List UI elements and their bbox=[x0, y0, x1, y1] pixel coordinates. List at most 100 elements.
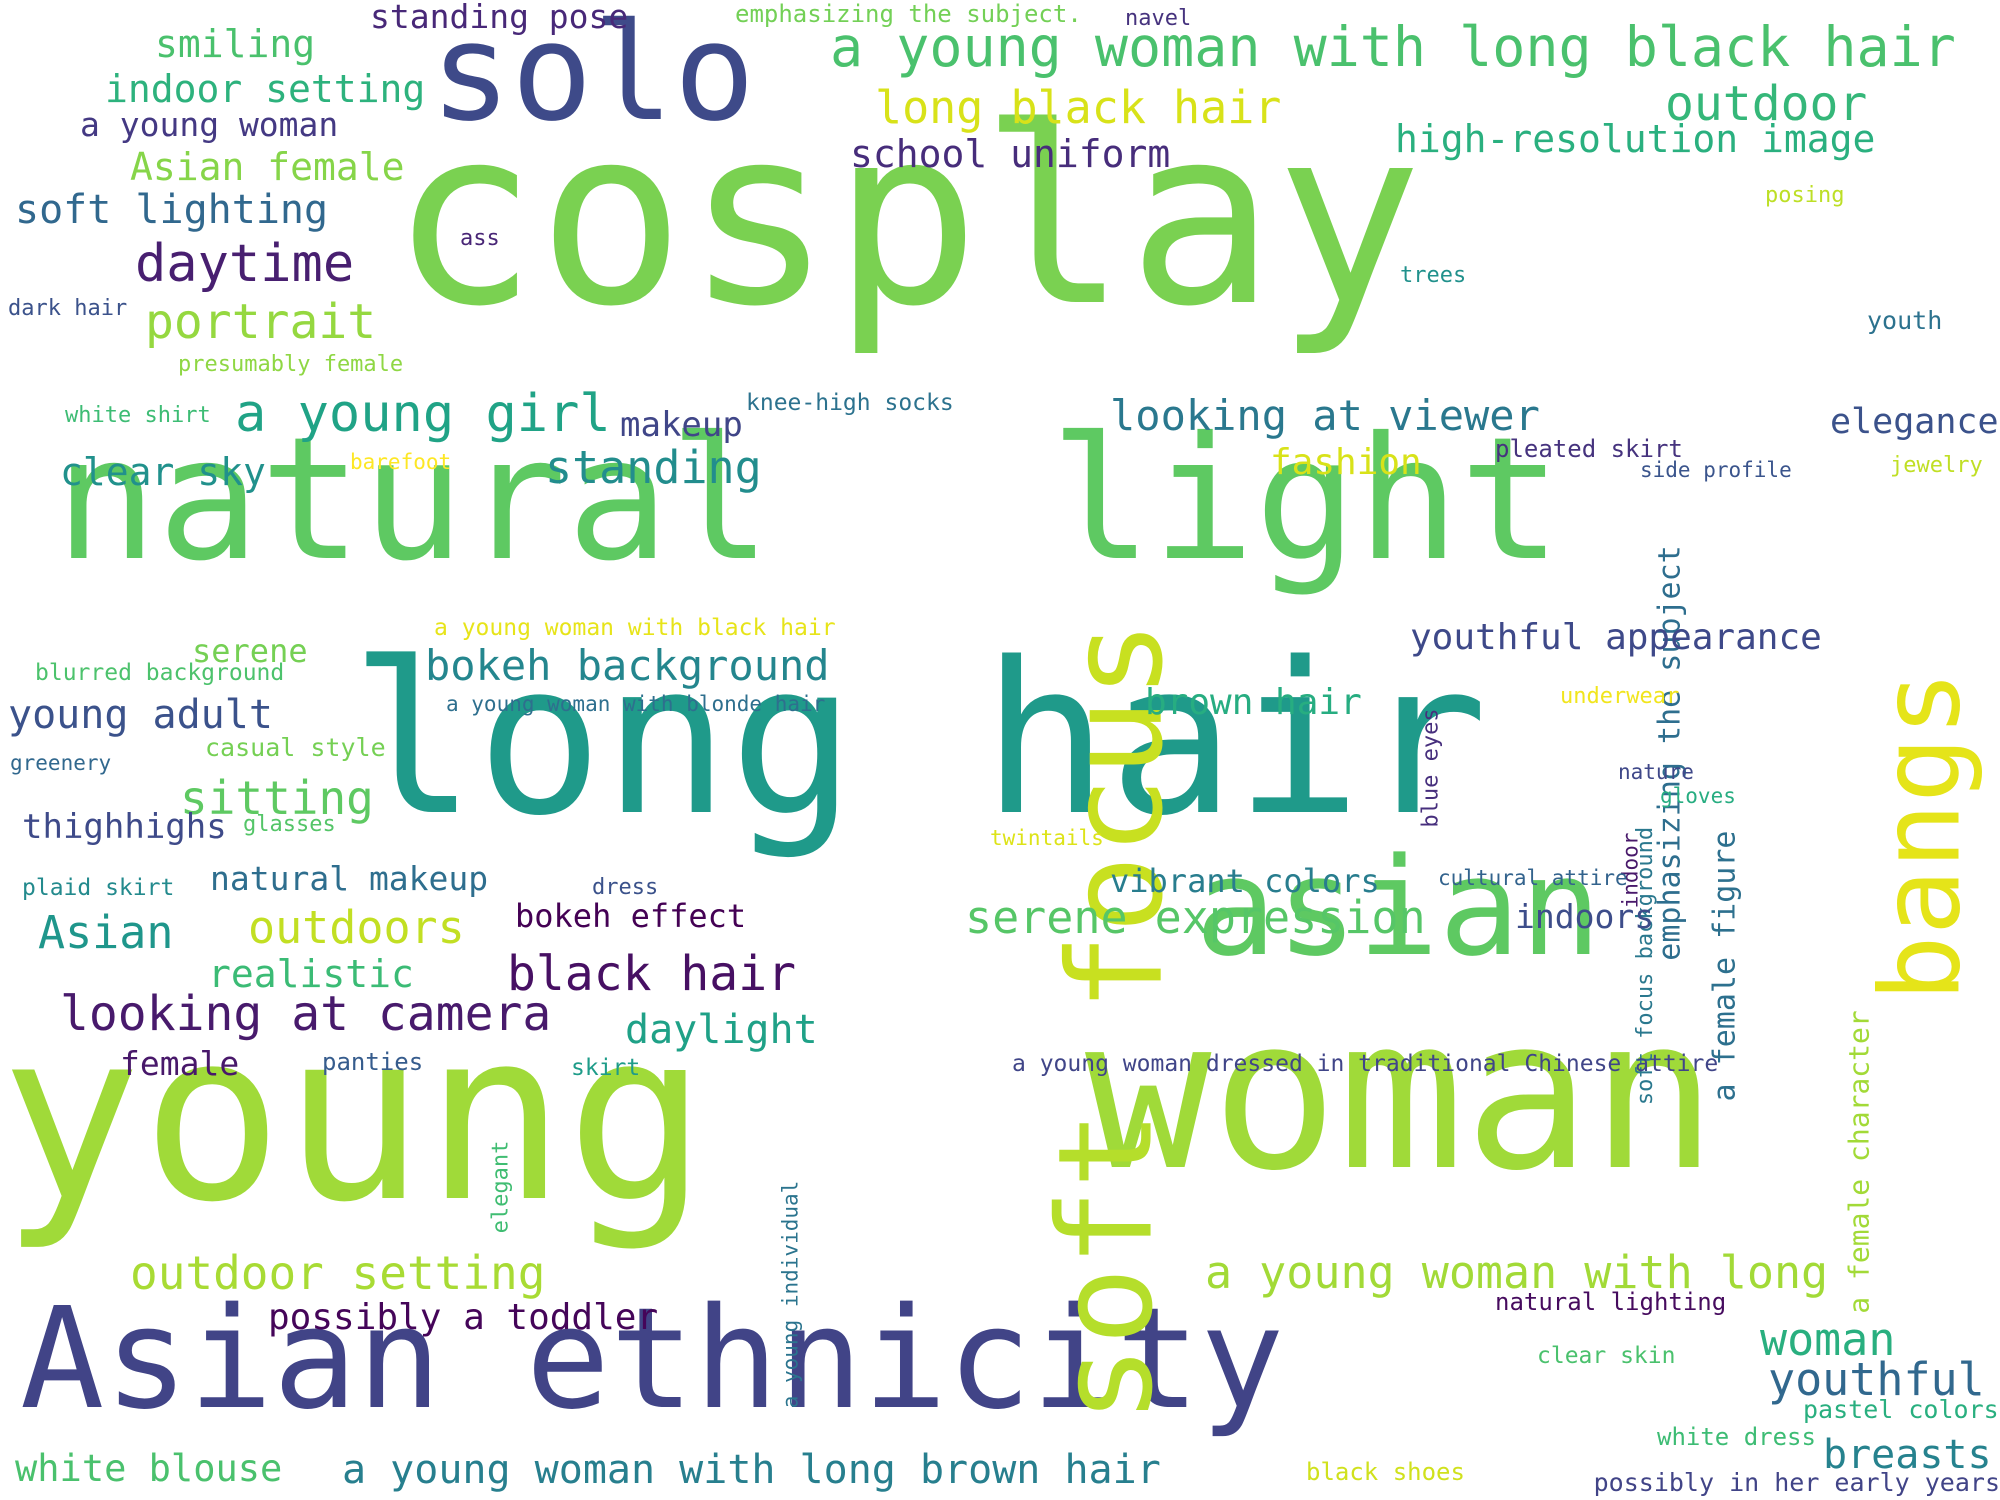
word-twintails: twintails bbox=[990, 826, 1104, 850]
word-indoor-setting: indoor setting bbox=[105, 67, 426, 111]
word-barefoot: barefoot bbox=[350, 450, 452, 474]
word-glasses: glasses bbox=[243, 812, 336, 837]
word-indoors: indoors bbox=[1515, 897, 1655, 936]
word-white-dress: white dress bbox=[1657, 1423, 1816, 1451]
word-emphasizing-the-subject: emphasizing the subject bbox=[1652, 544, 1688, 961]
word-panties: panties bbox=[322, 1048, 424, 1076]
word-outdoors: outdoors bbox=[248, 901, 465, 954]
word-high-res: high-resolution image bbox=[1395, 117, 1876, 161]
word-casual-style: casual style bbox=[205, 733, 386, 762]
word-pleated-skirt: pleated skirt bbox=[1495, 435, 1683, 463]
word-standing: standing bbox=[545, 441, 762, 494]
word-young-woman-with-long: a young woman with long bbox=[1205, 1246, 1829, 1299]
word-young-woman-long-black-hair: a young woman with long black hair bbox=[830, 15, 1956, 79]
word-bokeh-effect: bokeh effect bbox=[515, 897, 747, 935]
word-daylight: daylight bbox=[625, 1007, 818, 1053]
word-knee-high-socks: knee-high socks bbox=[746, 390, 954, 416]
word-long-black-hair: long black hair bbox=[875, 81, 1282, 134]
word-breasts: breasts bbox=[1823, 1432, 1992, 1478]
word-youthful: youthful bbox=[1768, 1353, 1985, 1406]
word-thighhighs: thighhighs bbox=[22, 807, 227, 847]
word-soft: soft bbox=[1029, 1109, 1182, 1424]
word-serene: serene bbox=[192, 632, 308, 670]
word-black-shoes: black shoes bbox=[1306, 1458, 1465, 1486]
word-traditional-chinese: a young woman dressed in traditional Chi… bbox=[1012, 1051, 1719, 1077]
word-portrait: portrait bbox=[145, 294, 377, 350]
word-a-young-girl: a young girl bbox=[235, 384, 611, 444]
word-asian-small: Asian bbox=[38, 906, 174, 959]
word-black-hair: black hair bbox=[507, 946, 796, 1002]
word-blue-eyes: blue eyes bbox=[1418, 707, 1444, 828]
word-jewelry: jewelry bbox=[1890, 453, 1983, 478]
word-natural-lighting: natural lighting bbox=[1495, 1288, 1727, 1316]
word-natural: natural bbox=[55, 401, 772, 599]
word-long-hair: long hair bbox=[350, 617, 1488, 862]
word-bangs: bangs bbox=[1856, 669, 1985, 1002]
word-young-woman-blonde-hair: a young woman with blonde hair bbox=[446, 692, 826, 716]
word-woman: woman bbox=[1085, 972, 1718, 1217]
word-school-uniform: school uniform bbox=[850, 132, 1171, 176]
word-trees: trees bbox=[1400, 263, 1467, 288]
word-daytime: daytime bbox=[135, 234, 355, 294]
word-white-blouse: white blouse bbox=[15, 1447, 283, 1490]
word-fashion: fashion bbox=[1270, 442, 1422, 483]
word-young-individual: a young individual bbox=[777, 1180, 802, 1408]
word-pastel-colors: pastel colors bbox=[1803, 1395, 1999, 1424]
word-clear-sky: clear sky bbox=[60, 450, 266, 494]
word-a-young-woman: a young woman bbox=[80, 105, 339, 144]
word-makeup: makeup bbox=[620, 405, 743, 445]
word-vibrant-colors: vibrant colors bbox=[1110, 862, 1380, 900]
word-white-shirt: white shirt bbox=[65, 403, 211, 428]
word-asian: asian bbox=[1195, 829, 1602, 986]
word-youthful-appearance: youthful appearance bbox=[1410, 617, 1822, 658]
word-looking-at-camera: looking at camera bbox=[60, 986, 552, 1042]
word-brown-hair: brown hair bbox=[1145, 682, 1362, 723]
word-realistic: realistic bbox=[208, 952, 414, 996]
word-woman-small: woman bbox=[1760, 1313, 1896, 1366]
word-presumably-female: presumably female bbox=[178, 352, 404, 377]
word-soft-lighting: soft lighting bbox=[15, 187, 329, 233]
word-elegance: elegance bbox=[1830, 402, 1999, 442]
word-elegant: elegant bbox=[487, 1140, 513, 1233]
word-youth: youth bbox=[1867, 306, 1943, 335]
word-outdoor-setting: outdoor setting bbox=[130, 1246, 546, 1300]
word-emphasizing-subject-dot: emphasizing the subject. bbox=[735, 0, 1082, 28]
word-young-woman-long-brown-hair: a young woman with long brown hair bbox=[342, 1447, 1161, 1493]
word-gloves: gloves bbox=[1660, 784, 1736, 808]
word-posing: posing bbox=[1765, 183, 1845, 208]
word-young: young bbox=[0, 981, 708, 1254]
word-cultural-attire: cultural attire bbox=[1438, 866, 1628, 890]
word-looking-at-viewer: looking at viewer bbox=[1110, 391, 1540, 440]
word-nature: nature bbox=[1618, 760, 1694, 784]
word-skirt: skirt bbox=[571, 1055, 641, 1081]
word-young-woman-black-hair: a young woman with black hair bbox=[434, 615, 836, 641]
word-female: female bbox=[120, 1044, 240, 1083]
word-serene-expression: serene expression bbox=[965, 891, 1426, 944]
word-blurred-background: blurred background bbox=[35, 660, 285, 686]
word-cosplay: cosplay bbox=[390, 75, 1423, 360]
word-side-profile: side profile bbox=[1640, 458, 1792, 482]
word-possibly-toddler: possibly a toddler bbox=[268, 1297, 659, 1338]
word-light: light bbox=[1050, 401, 1562, 599]
word-dress: dress bbox=[592, 875, 659, 900]
word-asian-ethnicity: Asian ethnicity bbox=[20, 1278, 1285, 1441]
word-a-female-character: a female character bbox=[1842, 1009, 1876, 1314]
word-sitting: sitting bbox=[180, 771, 374, 825]
word-clear-skin: clear skin bbox=[1537, 1343, 1676, 1369]
word-focus: focus bbox=[1039, 619, 1192, 1012]
word-natural-makeup: natural makeup bbox=[210, 859, 489, 898]
word-plaid-skirt: plaid skirt bbox=[22, 875, 175, 901]
word-solo: solo bbox=[430, 0, 756, 151]
word-outdoor: outdoor bbox=[1665, 76, 1868, 132]
word-possibly-early-years: possibly in her early years bbox=[1593, 1468, 2000, 1497]
word-bokeh-background: bokeh background bbox=[425, 641, 830, 690]
word-underwear: underwear bbox=[1560, 684, 1680, 709]
word-ass: ass bbox=[460, 226, 500, 251]
word-greenery: greenery bbox=[10, 751, 112, 775]
word-dark-hair: dark hair bbox=[8, 296, 128, 321]
word-young-adult: young adult bbox=[8, 692, 273, 738]
word-smiling: smiling bbox=[155, 22, 316, 66]
word-standing-pose: standing pose bbox=[370, 0, 629, 36]
word-navel: navel bbox=[1125, 6, 1192, 31]
